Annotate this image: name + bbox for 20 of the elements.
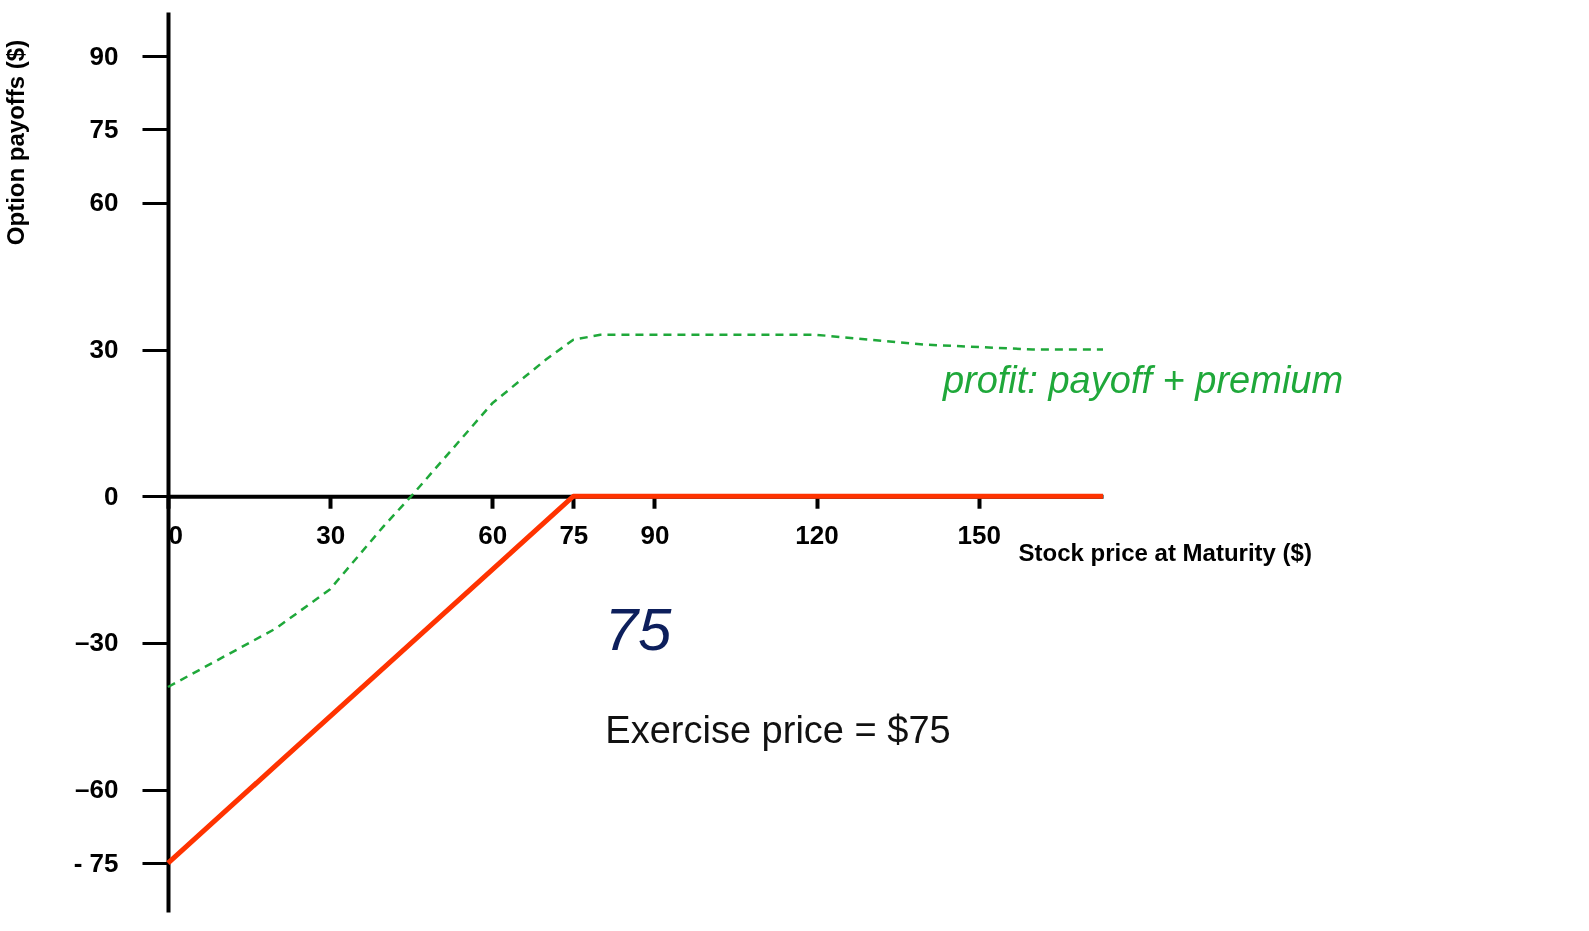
x-tick-label: 30: [316, 519, 346, 550]
y-tick-label: - 75: [73, 847, 119, 878]
x-tick-label: 120: [795, 519, 839, 550]
annotation: Exercise price = $75: [605, 709, 951, 751]
x-tick-label: 0: [168, 519, 183, 550]
y-tick-label: 90: [89, 40, 119, 71]
y-axis-title: Option payoffs ($): [1, 39, 29, 246]
y-tick-label: 30: [89, 334, 119, 364]
annotation: 75: [604, 596, 672, 663]
x-tick-label: 75: [559, 519, 589, 550]
y-tick-label: –30: [75, 627, 119, 658]
x-tick-label: 60: [478, 519, 508, 550]
y-tick-label: 60: [89, 187, 119, 218]
y-tick-label: –60: [75, 774, 119, 805]
annotation: profit: payoff + premium: [941, 359, 1344, 401]
x-axis-title: Stock price at Maturity ($): [1018, 538, 1312, 566]
y-tick-label: 0: [104, 480, 119, 511]
y-tick-label: 75: [89, 113, 119, 144]
x-tick-label: 150: [957, 519, 1001, 550]
x-tick-label: 90: [640, 519, 670, 550]
